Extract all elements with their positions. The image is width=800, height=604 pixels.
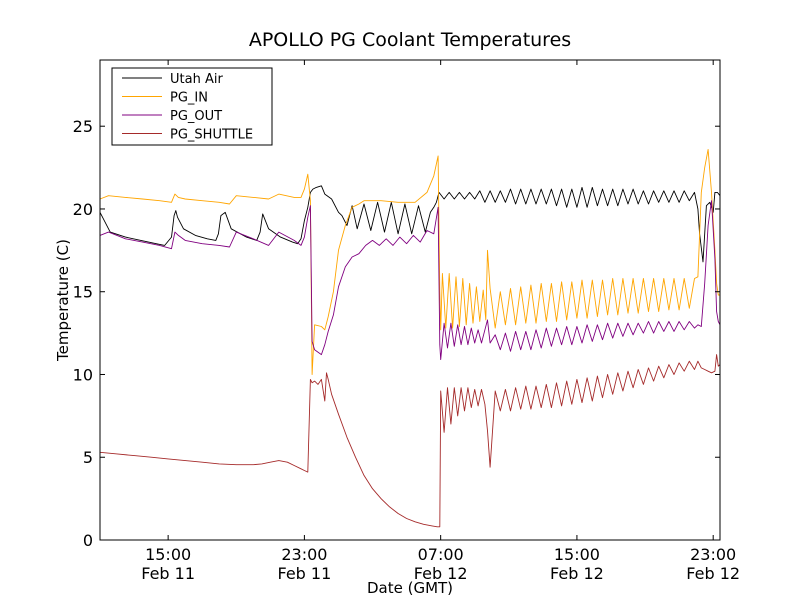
y-tick-label: 0 <box>83 531 93 550</box>
chart-title: APOLLO PG Coolant Temperatures <box>249 29 571 51</box>
legend-box <box>111 67 273 146</box>
series-line-utah-air <box>99 185 721 263</box>
y-tick-label: 5 <box>83 448 93 467</box>
x-tick-date-label: Feb 12 <box>414 564 468 583</box>
x-tick-time-label: 15:00 <box>554 545 600 564</box>
x-axis-label: Date (GMT) <box>367 579 453 597</box>
x-tick-date-label: Feb 11 <box>141 564 195 583</box>
legend-label: PG_IN <box>170 91 208 106</box>
x-tick-date-label: Feb 12 <box>550 564 604 583</box>
legend-label: Utah Air <box>170 72 223 87</box>
series-line-pg-out <box>99 200 721 361</box>
x-tick-time-label: 07:00 <box>418 545 464 564</box>
y-axis-label: Temperature (C) <box>54 239 72 362</box>
series-line-pg-in <box>99 148 720 375</box>
y-tick-label: 15 <box>73 283 93 302</box>
x-tick-date-label: Feb 11 <box>278 564 332 583</box>
x-tick-date-label: Feb 12 <box>686 564 740 583</box>
legend: Utah Air PG_IN PG_OUT PG_SHUTTLE <box>111 67 273 146</box>
y-tick-label: 20 <box>73 200 93 219</box>
y-tick-label: 10 <box>73 365 93 384</box>
series-line-pg-shuttle <box>99 354 721 528</box>
x-tick-time-label: 15:00 <box>145 545 191 564</box>
x-tick-time-label: 23:00 <box>690 545 736 564</box>
plot-frame <box>99 59 721 541</box>
legend-label: PG_OUT <box>170 109 222 124</box>
legend-label: PG_SHUTTLE <box>170 128 253 143</box>
y-tick-label: 25 <box>73 117 93 136</box>
x-tick-time-label: 23:00 <box>281 545 327 564</box>
plot-series-group <box>99 148 721 528</box>
